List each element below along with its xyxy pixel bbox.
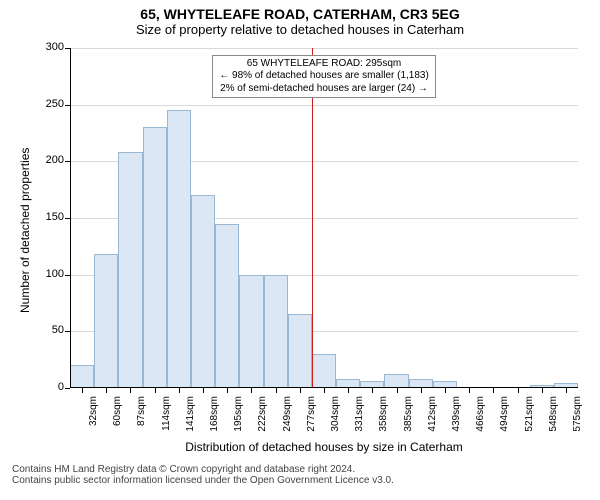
histogram-bar <box>70 365 94 388</box>
chart-title: 65, WHYTELEAFE ROAD, CATERHAM, CR3 5EG <box>0 0 600 22</box>
x-tick-mark <box>155 388 156 393</box>
x-tick-mark <box>203 388 204 393</box>
x-tick-mark <box>251 388 252 393</box>
histogram-bar <box>191 195 215 388</box>
x-tick-mark <box>276 388 277 393</box>
x-tick-label: 439sqm <box>451 396 462 446</box>
histogram-bar <box>288 314 312 388</box>
x-tick-mark <box>82 388 83 393</box>
chart-container: { "title": "65, WHYTELEAFE ROAD, CATERHA… <box>0 0 600 500</box>
x-tick-mark <box>421 388 422 393</box>
x-tick-label: 87sqm <box>136 396 147 446</box>
y-tick-label: 0 <box>34 381 64 393</box>
x-tick-label: 521sqm <box>524 396 535 446</box>
x-tick-mark <box>227 388 228 393</box>
annotation-line-2: ← 98% of detached houses are smaller (1,… <box>219 70 429 83</box>
x-tick-mark <box>566 388 567 393</box>
x-tick-label: 114sqm <box>161 396 172 446</box>
y-tick-mark <box>65 48 70 49</box>
x-tick-label: 494sqm <box>499 396 510 446</box>
histogram-bar <box>118 152 142 388</box>
footer-line-2: Contains public sector information licen… <box>12 475 394 486</box>
x-tick-mark <box>130 388 131 393</box>
x-tick-mark <box>542 388 543 393</box>
x-tick-mark <box>493 388 494 393</box>
x-tick-label: 331sqm <box>354 396 365 446</box>
y-tick-label: 300 <box>34 41 64 53</box>
x-tick-mark <box>397 388 398 393</box>
histogram-bar <box>239 275 263 388</box>
y-tick-mark <box>65 105 70 106</box>
y-tick-label: 50 <box>34 324 64 336</box>
x-tick-mark <box>179 388 180 393</box>
x-tick-label: 168sqm <box>209 396 220 446</box>
y-axis-label: Number of detached properties <box>18 148 32 313</box>
grid-line <box>70 105 578 106</box>
x-tick-label: 358sqm <box>378 396 389 446</box>
x-tick-label: 548sqm <box>548 396 559 446</box>
x-tick-label: 466sqm <box>475 396 486 446</box>
x-tick-label: 575sqm <box>572 396 583 446</box>
x-tick-label: 32sqm <box>88 396 99 446</box>
grid-line <box>70 48 578 49</box>
x-tick-mark <box>372 388 373 393</box>
x-tick-label: 277sqm <box>306 396 317 446</box>
histogram-bar <box>384 374 408 388</box>
y-tick-label: 250 <box>34 98 64 110</box>
histogram-bar <box>312 354 336 388</box>
x-tick-label: 141sqm <box>185 396 196 446</box>
y-tick-label: 150 <box>34 211 64 223</box>
annotation-box: 65 WHYTELEAFE ROAD: 295sqm ← 98% of deta… <box>212 55 436 99</box>
annotation-line-1: 65 WHYTELEAFE ROAD: 295sqm <box>219 58 429 71</box>
x-tick-mark <box>469 388 470 393</box>
x-tick-label: 195sqm <box>233 396 244 446</box>
plot-area <box>70 48 578 388</box>
reference-line <box>312 48 313 388</box>
x-tick-label: 412sqm <box>427 396 438 446</box>
chart-footer: Contains HM Land Registry data © Crown c… <box>4 460 402 490</box>
histogram-bar <box>143 127 167 388</box>
y-tick-mark <box>65 161 70 162</box>
x-tick-mark <box>518 388 519 393</box>
x-tick-mark <box>445 388 446 393</box>
x-tick-label: 222sqm <box>257 396 268 446</box>
x-tick-mark <box>300 388 301 393</box>
histogram-bar <box>94 254 118 388</box>
x-tick-label: 249sqm <box>282 396 293 446</box>
y-tick-mark <box>65 388 70 389</box>
x-tick-mark <box>324 388 325 393</box>
histogram-bar <box>264 275 288 388</box>
histogram-bar <box>167 110 191 388</box>
y-tick-label: 200 <box>34 154 64 166</box>
y-tick-mark <box>65 331 70 332</box>
x-tick-label: 385sqm <box>403 396 414 446</box>
y-tick-label: 100 <box>34 268 64 280</box>
footer-line-1: Contains HM Land Registry data © Crown c… <box>12 464 394 475</box>
y-axis-line <box>70 48 71 388</box>
chart-subtitle: Size of property relative to detached ho… <box>0 22 600 37</box>
histogram-bar <box>215 224 239 388</box>
x-tick-label: 304sqm <box>330 396 341 446</box>
x-tick-mark <box>348 388 349 393</box>
x-tick-label: 60sqm <box>112 396 123 446</box>
y-tick-mark <box>65 218 70 219</box>
y-tick-mark <box>65 275 70 276</box>
x-tick-mark <box>106 388 107 393</box>
annotation-line-3: 2% of semi-detached houses are larger (2… <box>219 83 429 96</box>
